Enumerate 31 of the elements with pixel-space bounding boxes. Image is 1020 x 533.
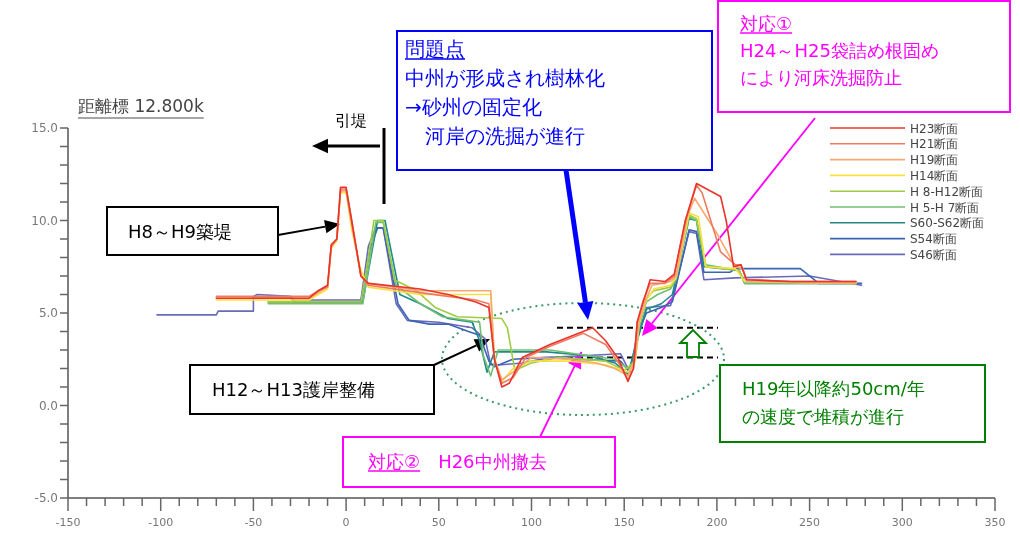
- x-tick-label: 50: [431, 516, 446, 529]
- annotation: H12～H13護岸整備: [212, 379, 375, 400]
- y-tick-label: -5.0: [34, 491, 58, 505]
- annotation: 河岸の洗掘が進行: [425, 124, 585, 148]
- x-tick-label: 250: [799, 516, 821, 529]
- x-tick-label: 200: [706, 516, 728, 529]
- annotation: により河床洗掘防止: [740, 67, 902, 88]
- annotation: H19年以降約50cm/年: [742, 378, 925, 399]
- annotation: の速度で堆積が進行: [742, 406, 904, 427]
- annotation: 引堤: [335, 111, 367, 130]
- y-tick-label: 15.0: [31, 121, 58, 135]
- x-tick-label: -100: [148, 516, 174, 529]
- annotation: 対応② H26中州撤去: [368, 451, 547, 472]
- x-tick-label: -50: [244, 516, 263, 529]
- annotation: 問題点: [404, 37, 466, 61]
- title: 距離標 12.800k: [77, 96, 205, 119]
- y-tick-label: 5.0: [38, 306, 58, 320]
- annotation: →砂州の固定化: [405, 95, 542, 119]
- x-tick-label: -150: [55, 516, 81, 529]
- annotation: 対応①: [739, 13, 793, 34]
- y-tick-label: 10.0: [31, 213, 58, 228]
- x-tick-label: 0: [342, 516, 350, 529]
- x-tick-label: 300: [891, 516, 913, 529]
- legend: H23断面 H21断面 H19断面 H14断面 H 8-H12断面 H 5-H 7断面 S60-S62断面 S54断面 S46断面: [829, 121, 985, 262]
- annotation: H8～H9築堤: [128, 221, 232, 242]
- x-tick-label: 350: [984, 516, 1006, 529]
- y-tick-label: 0.0: [38, 398, 58, 413]
- x-tick-label: 150: [613, 516, 635, 529]
- annotation: H24～H25袋詰め根固め: [740, 40, 939, 61]
- x-tick-label: 100: [521, 516, 542, 529]
- annotation: 中州が形成され樹林化: [405, 66, 605, 90]
